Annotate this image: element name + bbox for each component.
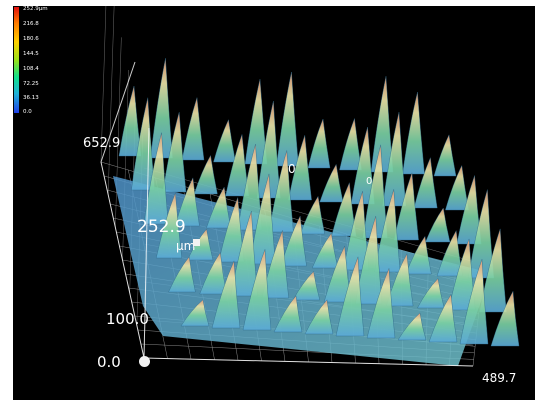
legend-label-4: 144.5 [23, 51, 39, 57]
surface-peak [211, 260, 241, 329]
surface-peak [181, 97, 205, 161]
legend-label-3: 180.6 [23, 36, 39, 42]
grid-line [115, 37, 122, 228]
surface-peaks [118, 58, 520, 347]
surface-peak [459, 259, 489, 345]
surface-peak [187, 228, 214, 261]
z-axis-top-label: 252.9 [137, 217, 186, 237]
surface-peak [413, 156, 438, 209]
z-axis-mid-label: 100.0 [106, 310, 149, 328]
surface-peak [168, 256, 196, 293]
z-axis-unit-label: μm [176, 239, 196, 253]
surface-peak [206, 186, 232, 229]
surface-peak [280, 215, 307, 267]
surface-peak [249, 173, 276, 265]
frame-edge [100, 161, 145, 359]
surface-peak [490, 290, 520, 347]
surface-peak [405, 235, 432, 275]
surface-peak [273, 295, 303, 333]
partial-axis-label-b: 0 [366, 176, 373, 187]
surface-peak [397, 312, 427, 341]
grid-line [122, 69, 129, 261]
height-color-legend: 252.9μm 216.8 180.6 144.5 108.4 72.25 36… [13, 6, 73, 118]
legend-color-bar [14, 7, 19, 113]
axis-drag-handle[interactable] [193, 239, 200, 246]
surface-peak [307, 118, 331, 169]
surface-peak [304, 299, 334, 335]
3d-surface-viewer[interactable]: 252.9μm 216.8 180.6 144.5 108.4 72.25 36… [13, 6, 535, 400]
surface-peak [479, 228, 507, 313]
surface-peak [417, 278, 445, 309]
surface-peak [366, 268, 396, 339]
surface-peak [162, 112, 187, 193]
surface-peak [143, 132, 169, 225]
surface-peak [311, 232, 339, 269]
legend-label-5: 108.4 [23, 66, 39, 72]
surface-peak [428, 293, 458, 343]
legend-label-2: 216.8 [23, 21, 39, 27]
surface-peak [300, 195, 325, 235]
frame-edge [143, 127, 150, 359]
bounding-box-frame [100, 61, 474, 367]
x-axis-end-label: 489.7 [482, 371, 517, 385]
frame-edge [100, 61, 136, 163]
partial-axis-label-a: 0 [288, 162, 296, 176]
surface-peak [292, 271, 321, 301]
frame-edge [143, 357, 474, 367]
surface-peak [288, 135, 312, 201]
surface-peak [374, 189, 401, 273]
surface-peak [370, 76, 394, 173]
origin-label: 0.0 [97, 353, 121, 371]
surface-peak [425, 207, 451, 243]
surface-peak [118, 85, 142, 157]
origin-drag-handle[interactable] [139, 356, 150, 367]
surface-peak [193, 154, 218, 195]
y-axis-end-label: 652.9 [83, 136, 121, 151]
surface-peak [382, 112, 407, 207]
surface-peak [174, 177, 200, 227]
surface-peak [180, 299, 210, 327]
surface-peak [268, 150, 294, 233]
surface-scene[interactable] [13, 6, 535, 400]
surface-peak [354, 215, 383, 305]
grid-line [107, 6, 115, 195]
surface-peak [433, 134, 457, 177]
legend-label-6: 72.25 [23, 81, 39, 87]
surface-peak [319, 163, 344, 203]
surface-peak [386, 253, 414, 307]
grid-line [100, 6, 107, 163]
surface-peak [150, 58, 173, 159]
surface-peak [261, 230, 289, 299]
legend-label-7: 36.13 [23, 95, 39, 101]
surface-peak [155, 192, 183, 259]
surface-peak [276, 72, 299, 167]
legend-label-min: 0.0 [23, 109, 32, 115]
surface-peak [213, 119, 236, 163]
surface-peak [393, 172, 419, 241]
surface-peak [362, 144, 388, 239]
legend-label-max: 252.9μm [23, 6, 48, 12]
surface-peak [339, 118, 362, 171]
surface-peak [256, 100, 281, 199]
surface-peak [242, 249, 272, 331]
surface-peak [335, 256, 365, 337]
surface-peak [402, 92, 425, 175]
